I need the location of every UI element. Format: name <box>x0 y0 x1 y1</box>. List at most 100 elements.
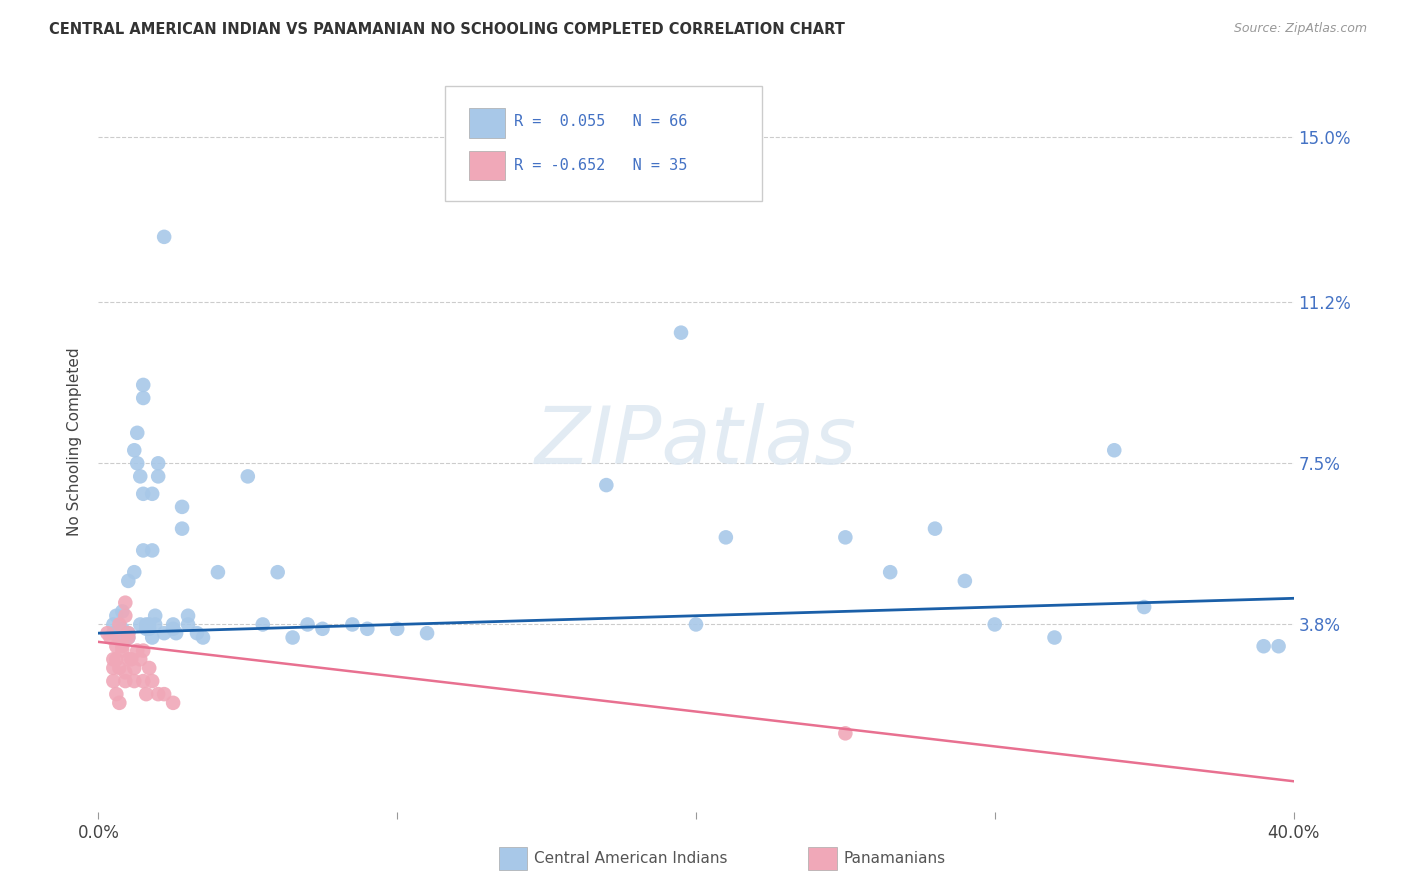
Point <box>111 639 134 653</box>
Point <box>98 631 122 645</box>
Point <box>953 574 976 588</box>
Point <box>117 631 139 645</box>
Point <box>297 617 319 632</box>
Point <box>177 608 200 623</box>
Point <box>924 522 946 536</box>
Point <box>117 626 139 640</box>
Point <box>267 565 290 579</box>
Y-axis label: No Schooling Completed: No Schooling Completed <box>67 347 83 536</box>
Point <box>129 617 152 632</box>
Point <box>132 391 155 405</box>
Point <box>127 643 149 657</box>
Point <box>127 456 149 470</box>
Point <box>141 543 163 558</box>
Point <box>153 230 176 244</box>
Point <box>103 652 125 666</box>
Point <box>103 674 125 689</box>
Point <box>172 500 194 514</box>
Point <box>108 696 131 710</box>
Point <box>143 617 166 632</box>
Point <box>111 643 134 657</box>
Point <box>138 622 160 636</box>
Point <box>103 626 125 640</box>
Point <box>114 665 136 680</box>
Point <box>165 626 187 640</box>
Point <box>135 617 157 632</box>
Point <box>1253 639 1275 653</box>
Point <box>311 622 333 636</box>
Point <box>984 617 1007 632</box>
Point <box>834 530 856 544</box>
Point <box>595 478 617 492</box>
Point <box>124 443 146 458</box>
Point <box>103 617 125 632</box>
Point <box>117 574 139 588</box>
Point <box>714 530 737 544</box>
Point <box>127 425 149 440</box>
Text: R =  0.055   N = 66: R = 0.055 N = 66 <box>515 114 688 129</box>
Point <box>103 661 125 675</box>
Point <box>1104 443 1126 458</box>
Point <box>153 687 176 701</box>
FancyBboxPatch shape <box>470 109 505 138</box>
Point <box>153 626 176 640</box>
Point <box>385 622 409 636</box>
FancyBboxPatch shape <box>470 151 505 180</box>
Point <box>162 696 184 710</box>
Point <box>191 631 214 645</box>
Point <box>138 617 160 632</box>
Point <box>111 604 134 618</box>
Point <box>124 565 146 579</box>
Point <box>252 617 274 632</box>
Point <box>177 617 200 632</box>
Point <box>281 631 304 645</box>
Point <box>117 626 139 640</box>
Point <box>105 639 128 653</box>
Point <box>105 652 128 666</box>
Text: Central American Indians: Central American Indians <box>534 852 728 866</box>
Point <box>141 674 163 689</box>
Point <box>105 608 128 623</box>
Point <box>1133 600 1156 615</box>
Point <box>132 378 155 392</box>
Text: Source: ZipAtlas.com: Source: ZipAtlas.com <box>1233 22 1367 36</box>
Point <box>162 622 184 636</box>
Point <box>138 661 160 675</box>
Point <box>108 631 131 645</box>
Point <box>111 631 134 645</box>
Point <box>416 626 439 640</box>
Point <box>132 674 155 689</box>
Point <box>1267 639 1289 653</box>
Point <box>186 626 208 640</box>
Point <box>356 622 378 636</box>
Point <box>120 652 142 666</box>
Point <box>124 661 146 675</box>
Point <box>172 522 194 536</box>
Point <box>129 652 152 666</box>
Point <box>669 326 692 340</box>
Point <box>114 674 136 689</box>
Point <box>342 617 364 632</box>
Point <box>117 631 139 645</box>
Text: Panamanians: Panamanians <box>844 852 946 866</box>
Point <box>148 456 170 470</box>
Point <box>114 596 136 610</box>
Point <box>132 643 155 657</box>
Point <box>236 469 259 483</box>
Point <box>108 661 131 675</box>
Point <box>111 622 134 636</box>
Text: R = -0.652   N = 35: R = -0.652 N = 35 <box>515 158 688 173</box>
Point <box>114 608 136 623</box>
Point <box>148 469 170 483</box>
Point <box>124 674 146 689</box>
Point <box>108 617 131 632</box>
Point <box>162 617 184 632</box>
Point <box>148 687 170 701</box>
Point <box>129 469 152 483</box>
Point <box>1043 631 1066 645</box>
Point <box>207 565 229 579</box>
Point <box>96 626 118 640</box>
Point <box>143 608 166 623</box>
Point <box>132 543 155 558</box>
Point <box>105 687 128 701</box>
